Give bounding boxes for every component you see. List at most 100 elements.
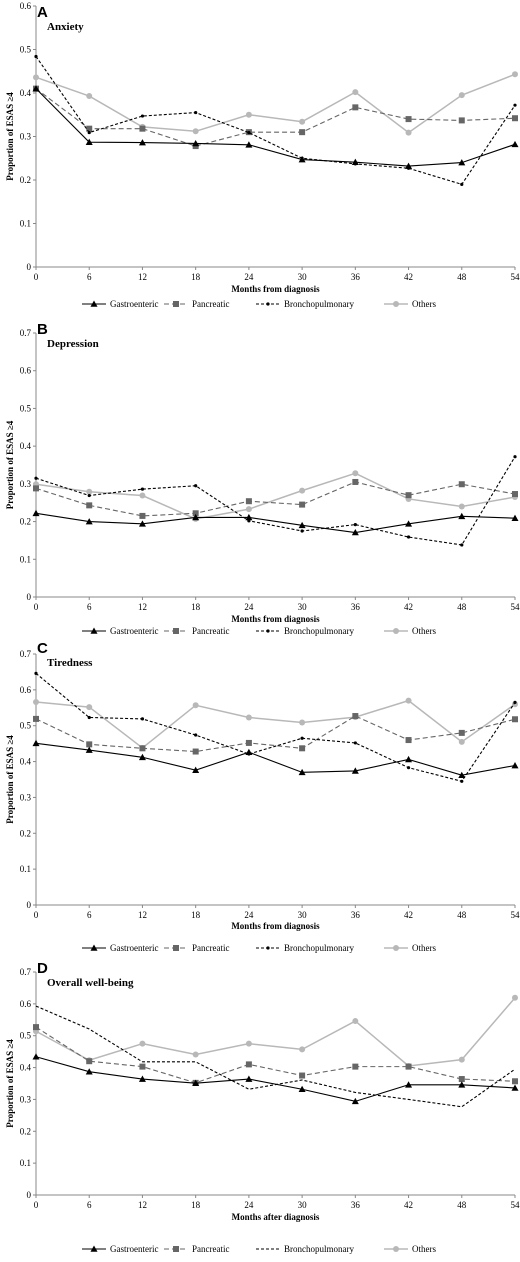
- series-line-pancreatic: [35, 1026, 516, 1084]
- legend-label: Others: [412, 299, 436, 309]
- y-tick-label: 0.2: [20, 175, 31, 185]
- x-tick-label: 18: [191, 602, 201, 612]
- y-tick-label: 0.1: [20, 554, 31, 564]
- y-tick-label: 0.6: [20, 685, 32, 695]
- x-tick-label: 30: [298, 602, 308, 612]
- series-others: [33, 71, 518, 136]
- data-point-others: [245, 506, 252, 513]
- data-point-gastroenteric: [458, 159, 466, 166]
- data-point-bronchopulmonary: [34, 476, 38, 480]
- y-tick-label: 0.4: [20, 88, 32, 98]
- legend-label: Bronchopulmonary: [284, 1244, 354, 1254]
- x-tick-label: 12: [138, 272, 147, 282]
- data-point-bronchopulmonary: [300, 736, 304, 740]
- x-tick-label: 24: [244, 602, 254, 612]
- y-tick-label: 0.1: [20, 864, 31, 874]
- data-point-others: [192, 128, 199, 135]
- legend-label: Others: [412, 1244, 436, 1254]
- data-point-pancreatic: [86, 741, 93, 748]
- x-tick-label: 6: [87, 1200, 92, 1210]
- data-point-gastroenteric: [192, 139, 200, 147]
- data-point-others: [86, 704, 93, 711]
- data-point-gastroenteric: [245, 141, 253, 148]
- data-point-pancreatic: [299, 745, 306, 752]
- series-others: [33, 697, 518, 751]
- panel-title: Tiredness: [47, 657, 93, 669]
- data-point-others: [458, 738, 465, 745]
- legend-item-pancreatic: Pancreatic: [164, 299, 229, 309]
- data-point-pancreatic: [33, 1024, 39, 1031]
- data-point-others: [299, 719, 306, 726]
- series-line-gastroenteric: [35, 742, 516, 776]
- data-point-gastroenteric: [351, 1097, 359, 1105]
- series-line-bronchopulmonary: [35, 456, 516, 546]
- y-tick-label: 0.5: [20, 45, 32, 55]
- legend-label: Pancreatic: [192, 299, 229, 309]
- x-tick-label: 0: [34, 910, 39, 920]
- data-point-gastroenteric: [245, 1075, 253, 1082]
- data-point-others: [458, 1056, 465, 1063]
- legend-item-pancreatic: Pancreatic: [164, 626, 229, 636]
- series-line-bronchopulmonary: [35, 1005, 516, 1108]
- data-point-others: [512, 71, 518, 78]
- data-point-gastroenteric: [138, 139, 146, 146]
- x-tick-label: 54: [511, 1200, 520, 1210]
- legend-label: Bronchopulmonary: [284, 299, 354, 309]
- data-point-pancreatic: [33, 715, 39, 722]
- data-point-gastroenteric: [298, 1085, 306, 1093]
- x-tick-label: 36: [351, 602, 361, 612]
- x-tick-label: 12: [138, 1200, 147, 1210]
- data-point-others: [352, 89, 359, 96]
- series-bronchopulmonary: [35, 1005, 516, 1108]
- data-point-others: [458, 503, 465, 510]
- data-point-pancreatic: [299, 1072, 306, 1079]
- legend-item-gastroenteric: Gastroenteric: [82, 626, 158, 636]
- data-point-gastroenteric: [85, 518, 93, 525]
- legend-swatch-marker: [173, 301, 179, 307]
- x-tick-label: 30: [298, 910, 308, 920]
- data-point-others: [299, 487, 306, 494]
- series-line-pancreatic: [35, 88, 516, 147]
- data-point-gastroenteric: [511, 762, 519, 769]
- data-point-others: [192, 1051, 199, 1058]
- x-tick-label: 48: [457, 272, 467, 282]
- panel-letter: B: [37, 321, 48, 338]
- y-tick-label: 0.4: [20, 1063, 32, 1073]
- data-point-bronchopulmonary: [194, 110, 198, 115]
- data-point-pancreatic: [86, 502, 93, 509]
- x-tick-label: 0: [34, 272, 39, 282]
- x-axis-title: Months after diagnosis: [232, 1212, 320, 1222]
- x-tick-label: 0: [34, 1200, 39, 1210]
- data-point-others: [245, 1040, 252, 1047]
- series-bronchopulmonary: [34, 455, 517, 547]
- data-point-pancreatic: [405, 737, 412, 744]
- panel-letter: D: [37, 960, 48, 977]
- legend-swatch-marker: [90, 944, 98, 951]
- x-tick-label: 24: [244, 910, 254, 920]
- data-point-pancreatic: [512, 491, 518, 498]
- x-tick-label: 12: [138, 602, 147, 612]
- data-point-bronchopulmonary: [247, 130, 251, 135]
- legend-swatch-marker: [90, 627, 98, 634]
- data-point-bronchopulmonary: [513, 103, 517, 107]
- y-tick-label: 0.4: [20, 441, 32, 451]
- y-tick-label: 0.3: [20, 479, 32, 489]
- data-point-bronchopulmonary: [140, 114, 145, 118]
- panel-title: Depression: [47, 338, 99, 350]
- data-point-bronchopulmonary: [194, 484, 198, 488]
- legend-label: Bronchopulmonary: [284, 943, 354, 953]
- data-point-others: [33, 74, 39, 81]
- x-tick-label: 48: [457, 1200, 467, 1210]
- data-point-pancreatic: [245, 498, 252, 505]
- data-point-gastroenteric: [32, 85, 40, 92]
- data-point-others: [352, 470, 359, 477]
- y-tick-label: 0.6: [20, 1, 32, 11]
- data-point-bronchopulmonary: [34, 671, 38, 675]
- y-tick-label: 0.1: [20, 1158, 31, 1168]
- data-point-gastroenteric: [32, 1053, 40, 1060]
- y-tick-label: 0: [27, 900, 32, 910]
- x-tick-label: 42: [404, 602, 413, 612]
- data-point-pancreatic: [139, 1063, 146, 1070]
